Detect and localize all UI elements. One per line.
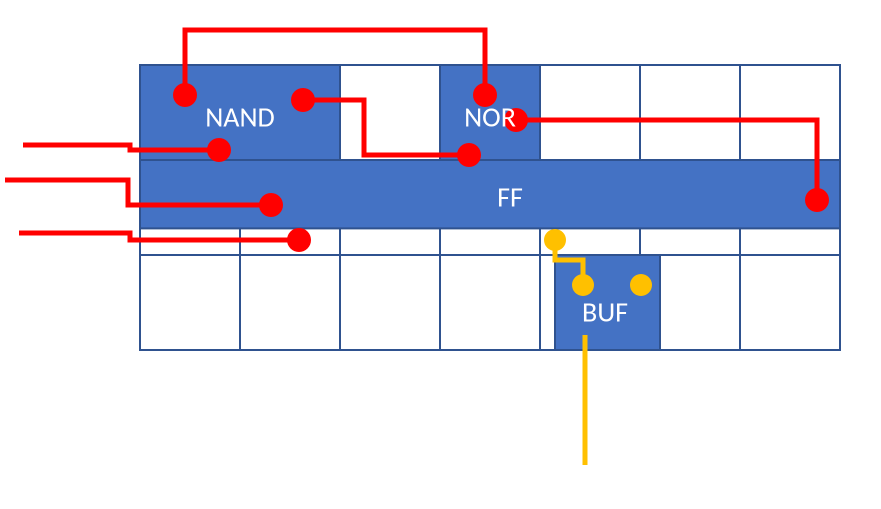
red-pin-8 (805, 188, 829, 212)
red-pin-3 (457, 143, 481, 167)
circuit-layout-diagram: NAND NOR FF BUF (0, 0, 881, 509)
grid-cell (540, 65, 640, 160)
grid-cell (440, 255, 540, 350)
nand-label: NAND (205, 100, 275, 135)
red-pin-6 (259, 193, 283, 217)
grid-cell (740, 255, 840, 350)
ff-label: FF (497, 180, 523, 215)
buf-label: BUF (582, 295, 628, 330)
orange-pin-2 (630, 274, 652, 296)
red-pin-1 (291, 88, 315, 112)
grid-cell (740, 65, 840, 160)
red-pin-0 (173, 83, 197, 107)
grid-cell (340, 65, 440, 160)
ff-cell (140, 160, 840, 228)
grid-cell (640, 65, 740, 160)
orange-pin-1 (572, 274, 594, 296)
orange-pin-0 (544, 229, 566, 251)
red-pin-7 (287, 228, 311, 252)
red-wire-5 (19, 233, 299, 240)
grid-cell (140, 255, 240, 350)
nor-label: NOR (464, 100, 516, 135)
red-pin-4 (207, 138, 231, 162)
grid-cell (340, 255, 440, 350)
grid-cell (240, 255, 340, 350)
